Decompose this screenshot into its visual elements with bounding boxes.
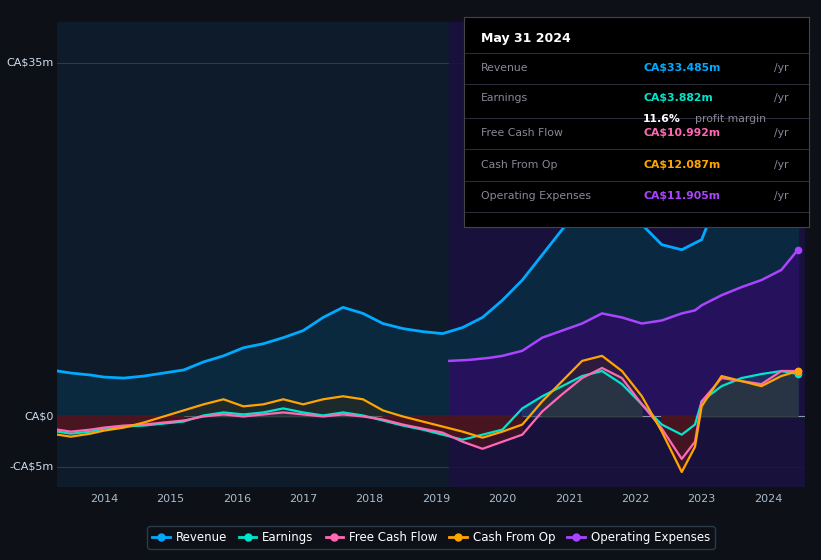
Point	[791, 370, 805, 379]
Text: Revenue: Revenue	[481, 63, 529, 73]
Text: CA$12.087m: CA$12.087m	[643, 160, 720, 170]
Legend: Revenue, Earnings, Free Cash Flow, Cash From Op, Operating Expenses: Revenue, Earnings, Free Cash Flow, Cash …	[147, 526, 715, 549]
Text: profit margin: profit margin	[695, 114, 766, 124]
Text: CA$10.992m: CA$10.992m	[643, 128, 720, 138]
Point	[791, 53, 805, 62]
Bar	[449, 22, 805, 487]
Text: CA$3.882m: CA$3.882m	[643, 92, 713, 102]
Text: Cash From Op: Cash From Op	[481, 160, 557, 170]
Point	[791, 367, 805, 376]
Text: Free Cash Flow: Free Cash Flow	[481, 128, 563, 138]
Text: Earnings: Earnings	[481, 92, 528, 102]
Point	[791, 245, 805, 254]
Text: CA$33.485m: CA$33.485m	[643, 63, 721, 73]
Text: CA$0: CA$0	[25, 412, 53, 422]
Text: -CA$5m: -CA$5m	[10, 462, 53, 472]
Text: May 31 2024: May 31 2024	[481, 32, 571, 45]
Text: /yr: /yr	[774, 160, 789, 170]
Point	[791, 367, 805, 376]
Text: /yr: /yr	[774, 128, 789, 138]
Text: CA$11.905m: CA$11.905m	[643, 192, 720, 202]
Text: 11.6%: 11.6%	[643, 114, 681, 124]
Text: /yr: /yr	[774, 63, 789, 73]
Text: CA$35m: CA$35m	[7, 58, 53, 68]
Text: /yr: /yr	[774, 192, 789, 202]
Text: /yr: /yr	[774, 92, 789, 102]
Text: Operating Expenses: Operating Expenses	[481, 192, 591, 202]
